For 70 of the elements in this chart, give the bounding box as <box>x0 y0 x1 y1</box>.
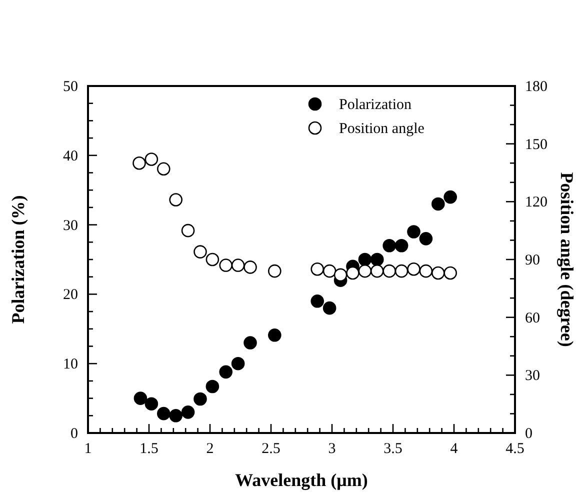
point <box>156 162 170 176</box>
point <box>231 356 245 370</box>
point <box>394 238 408 252</box>
y2-tick-label: 120 <box>525 194 548 211</box>
x-axis-title: Wavelength (μm) <box>235 470 368 490</box>
x-tick-label: 3 <box>328 441 336 457</box>
point <box>431 197 445 211</box>
point <box>132 156 146 170</box>
point <box>244 260 257 274</box>
point <box>219 365 233 379</box>
point <box>431 266 445 280</box>
point <box>370 252 384 266</box>
y-tick-label: 30 <box>63 218 78 234</box>
y2-axis-title: Position angle (degree) <box>557 172 577 347</box>
x-tick-label: 2.5 <box>262 441 280 457</box>
point <box>181 406 195 419</box>
y2-tick-label: 90 <box>525 252 540 268</box>
point <box>382 264 396 278</box>
x-tick-label: 1.5 <box>140 441 158 457</box>
y-tick-label: 0 <box>70 426 78 442</box>
y2-tick-label: 60 <box>525 310 540 326</box>
point <box>194 245 207 258</box>
point <box>322 301 336 315</box>
point <box>231 258 245 272</box>
point <box>382 238 396 252</box>
legend-label: Polarization <box>339 97 412 113</box>
x-tick-label: 4 <box>450 441 458 457</box>
point <box>370 264 384 278</box>
y2-tick-label: 180 <box>525 79 548 95</box>
x-tick-label: 4.5 <box>506 441 524 457</box>
point <box>169 193 182 206</box>
point <box>194 392 207 406</box>
point <box>322 264 336 278</box>
point <box>310 262 324 276</box>
y2-tick-label: 150 <box>525 136 548 153</box>
y-tick-label: 40 <box>63 148 78 164</box>
y2-tick-label: 0 <box>525 426 532 442</box>
point <box>134 392 148 405</box>
point <box>310 294 324 308</box>
y-tick-label: 10 <box>63 356 78 373</box>
point <box>444 190 457 204</box>
point <box>181 224 195 238</box>
point <box>268 264 282 278</box>
point <box>419 264 433 278</box>
x-tick-label: 3.5 <box>384 441 402 457</box>
point <box>358 264 372 278</box>
x-tick-label: 1 <box>84 441 92 457</box>
y-tick-label: 20 <box>63 287 78 304</box>
point <box>219 258 233 272</box>
point <box>244 336 257 350</box>
legend-label: Position angle <box>339 121 425 137</box>
point <box>346 266 360 280</box>
point <box>156 406 170 420</box>
point <box>144 152 158 166</box>
y-tick-label: 50 <box>63 79 78 95</box>
point <box>334 268 348 282</box>
x-tick-label: 2 <box>206 441 214 457</box>
y-axis-title: Polarization (%) <box>8 195 28 324</box>
point <box>419 232 433 246</box>
point <box>206 252 220 266</box>
point <box>169 409 182 422</box>
point <box>407 225 420 238</box>
point <box>206 380 220 394</box>
y2-tick-label: 30 <box>525 368 540 384</box>
point <box>407 262 420 276</box>
point <box>358 252 372 266</box>
point <box>268 328 282 342</box>
point <box>444 266 457 280</box>
point <box>394 264 408 278</box>
point <box>144 397 158 410</box>
